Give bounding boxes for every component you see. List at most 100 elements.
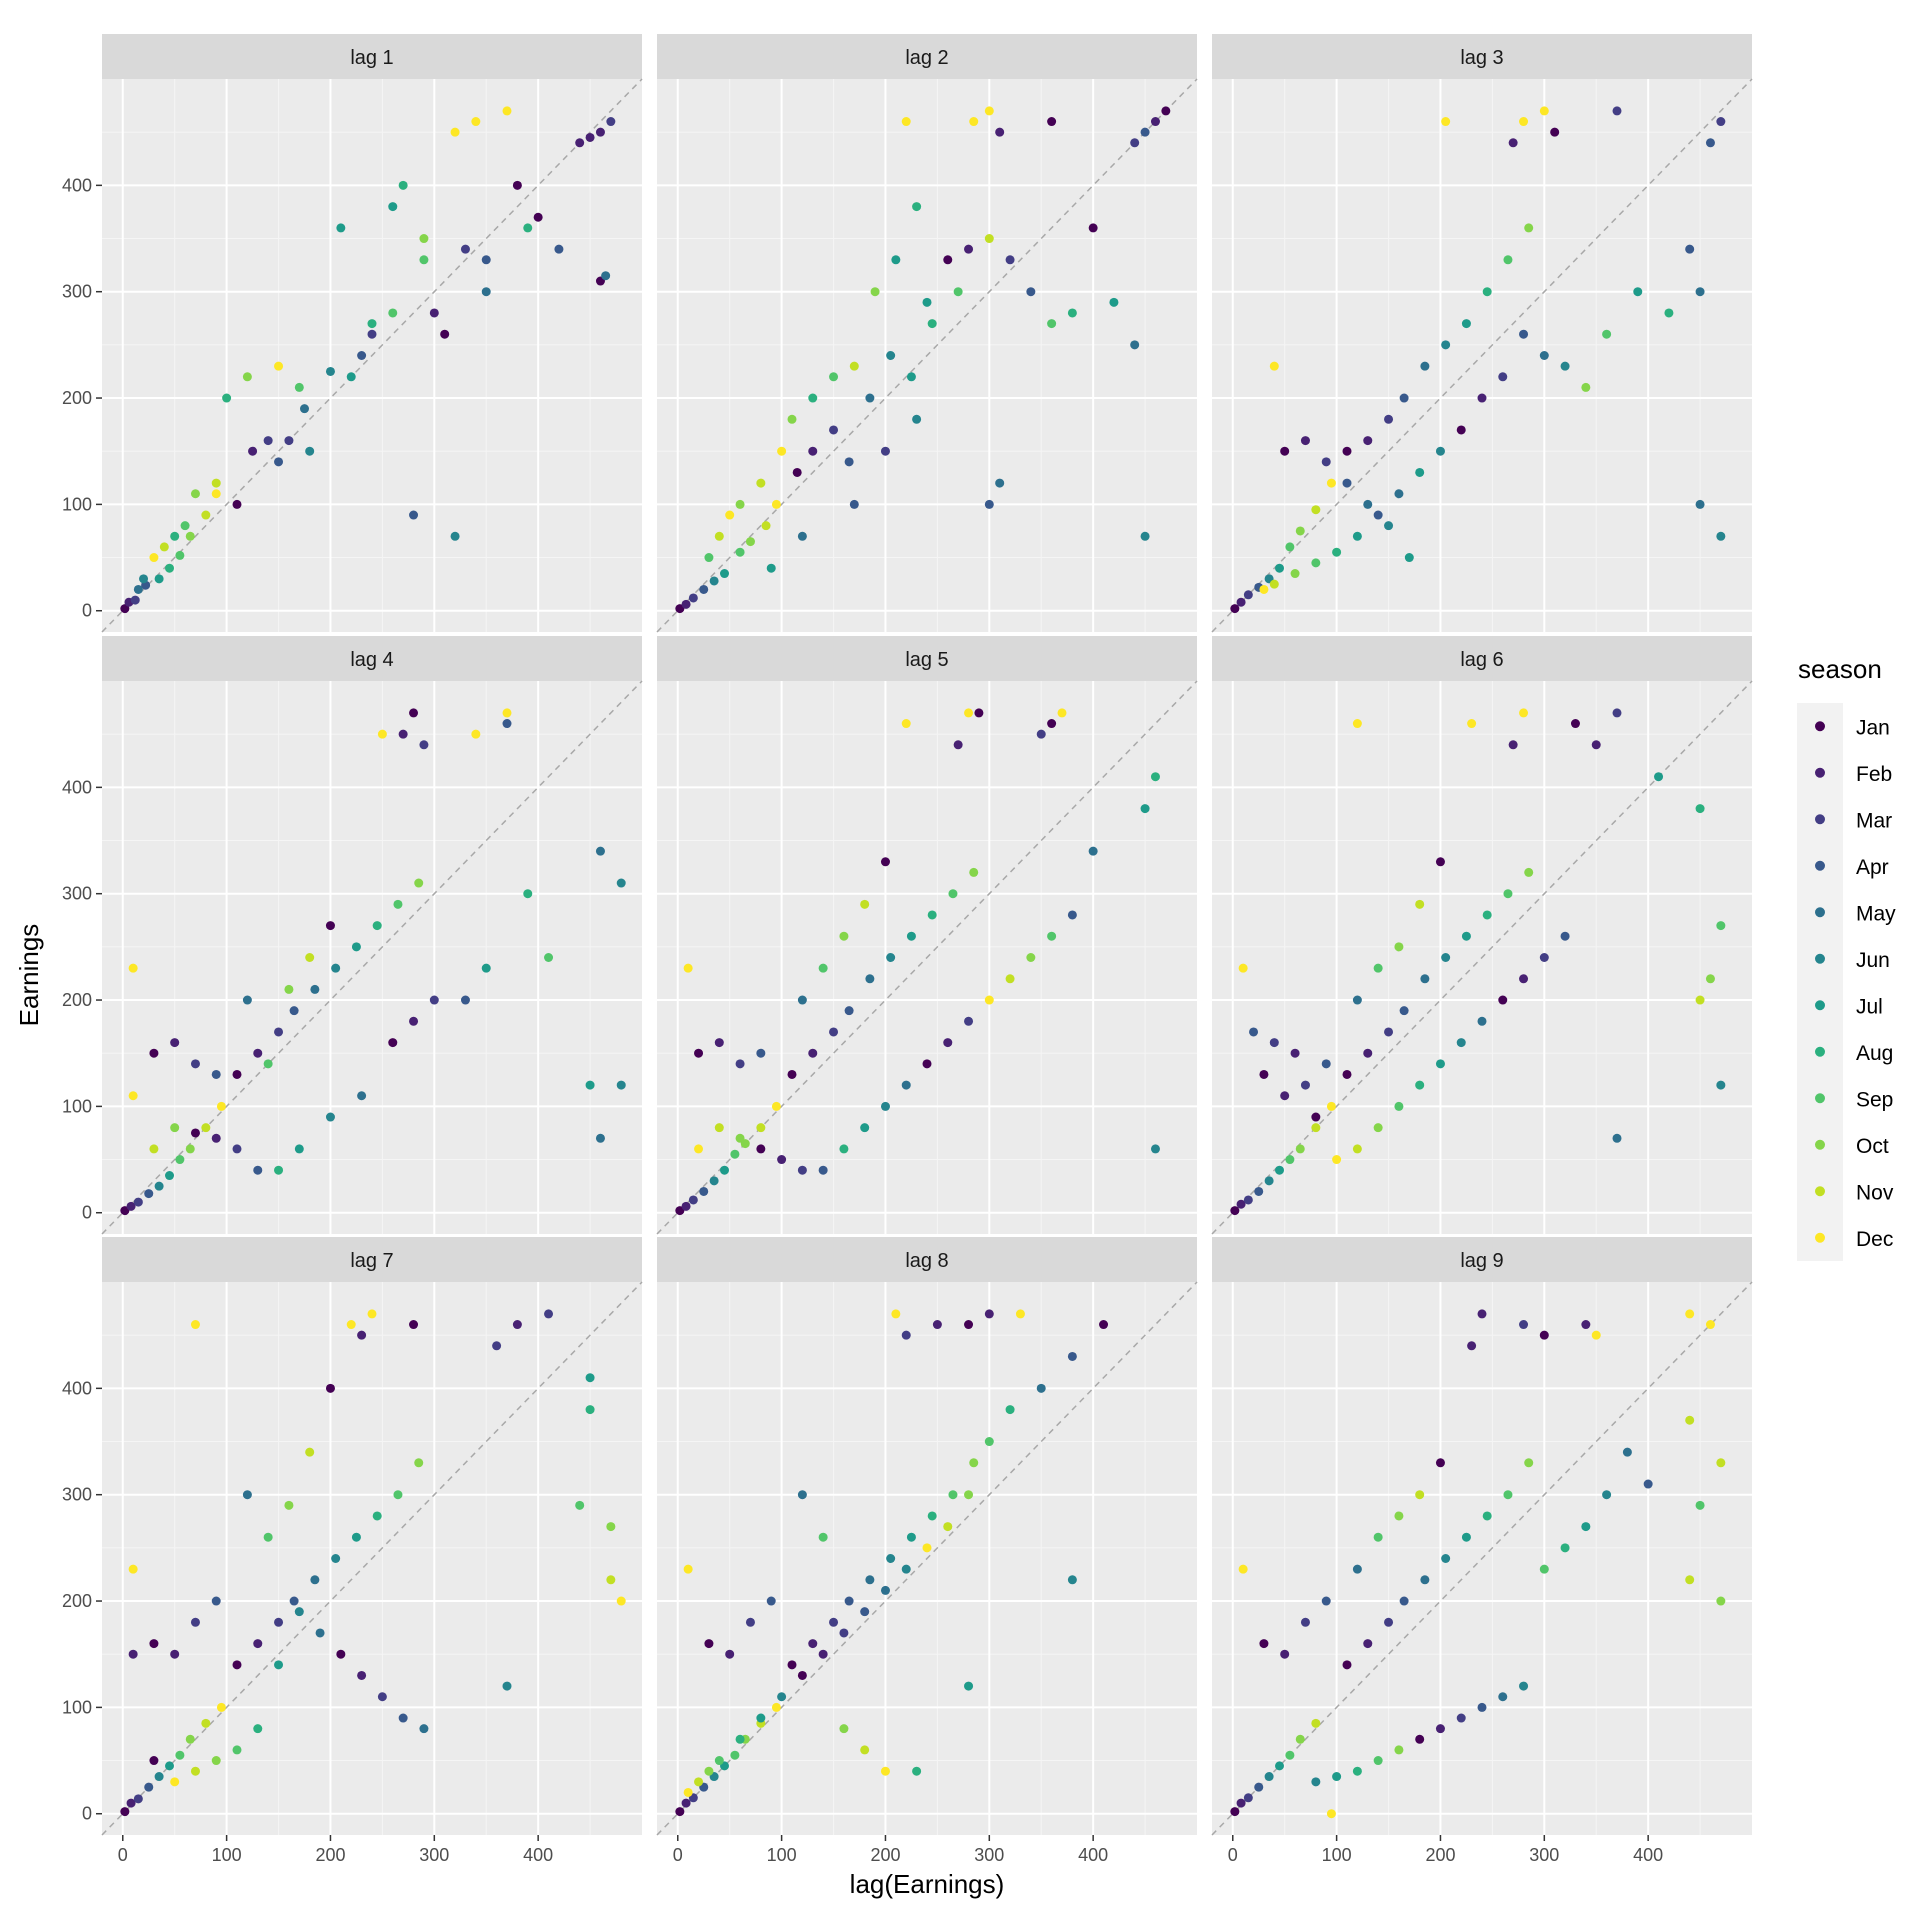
data-point xyxy=(377,1692,387,1702)
legend-key-swatch xyxy=(1815,1232,1825,1243)
data-point xyxy=(1612,106,1622,116)
data-point xyxy=(274,1027,284,1037)
data-point xyxy=(139,574,149,584)
data-point xyxy=(1643,1479,1653,1489)
data-point xyxy=(1285,542,1295,552)
data-point xyxy=(720,1165,729,1175)
data-point xyxy=(901,1330,911,1340)
data-point xyxy=(1705,974,1715,984)
data-point xyxy=(880,857,890,867)
data-point xyxy=(1664,308,1674,318)
data-point xyxy=(263,1059,273,1069)
data-point xyxy=(1332,547,1342,557)
data-point xyxy=(170,1777,180,1787)
data-point xyxy=(585,1080,595,1090)
data-point xyxy=(533,212,543,222)
data-point xyxy=(901,1564,911,1574)
data-point xyxy=(1581,382,1591,392)
data-point xyxy=(777,1155,787,1165)
data-point xyxy=(1057,708,1067,718)
data-point xyxy=(346,1320,356,1330)
data-point xyxy=(170,1649,180,1659)
data-point xyxy=(1373,1532,1383,1542)
data-point xyxy=(860,1607,870,1617)
data-point xyxy=(1602,329,1612,339)
data-point xyxy=(429,308,439,318)
data-point xyxy=(190,1617,200,1627)
data-point xyxy=(242,1490,252,1500)
data-point xyxy=(1140,531,1150,541)
data-point xyxy=(388,308,398,318)
data-point xyxy=(880,1585,890,1595)
data-point xyxy=(1435,857,1445,867)
data-point xyxy=(1591,740,1601,750)
data-point xyxy=(398,180,408,190)
identity-reference-line xyxy=(656,1281,1198,1836)
data-point xyxy=(606,1575,616,1585)
y-tick-label: 200 xyxy=(62,1591,92,1611)
data-point xyxy=(735,1059,745,1069)
data-point xyxy=(1047,931,1057,941)
data-point xyxy=(1498,1692,1508,1702)
data-point xyxy=(120,604,130,614)
data-point xyxy=(714,1123,724,1133)
data-point xyxy=(372,921,382,931)
data-point xyxy=(1275,1761,1284,1771)
data-point xyxy=(144,1782,154,1792)
legend-key-swatch xyxy=(1815,1046,1825,1057)
data-point xyxy=(393,1490,403,1500)
data-point xyxy=(1415,1734,1425,1744)
data-point xyxy=(808,393,818,403)
data-point xyxy=(351,1532,361,1542)
legend-key-label: Jul xyxy=(1856,995,1883,1018)
data-point xyxy=(886,351,896,360)
data-point xyxy=(1047,319,1057,329)
data-point xyxy=(414,1458,424,1468)
data-point xyxy=(829,425,839,435)
data-point xyxy=(492,1341,502,1351)
data-point xyxy=(948,889,958,899)
data-point xyxy=(1264,1772,1274,1782)
data-point xyxy=(1285,1155,1295,1165)
data-point xyxy=(1311,1718,1321,1728)
data-point xyxy=(1047,117,1057,127)
data-point xyxy=(969,867,979,877)
data-point xyxy=(1503,1490,1513,1500)
data-point xyxy=(984,1437,994,1447)
data-point xyxy=(844,457,854,467)
data-point xyxy=(797,1670,807,1680)
data-point xyxy=(575,1500,585,1510)
panel-strip xyxy=(1212,34,1752,79)
data-point xyxy=(953,287,963,297)
data-point xyxy=(585,132,595,142)
data-point xyxy=(756,1123,766,1133)
data-point xyxy=(844,1006,854,1016)
data-point xyxy=(964,1490,974,1500)
data-point xyxy=(984,499,994,509)
data-point xyxy=(1236,1798,1246,1808)
data-point xyxy=(1716,1080,1726,1090)
data-point xyxy=(906,372,916,382)
data-point xyxy=(211,1596,221,1606)
data-point xyxy=(325,1383,335,1393)
data-point xyxy=(1099,1320,1109,1330)
data-point xyxy=(190,1766,200,1776)
data-point xyxy=(1285,1750,1295,1760)
panel-strip-label: lag 6 xyxy=(1460,649,1503,671)
data-point xyxy=(294,1144,304,1154)
data-point xyxy=(1067,910,1077,920)
data-point xyxy=(175,1750,185,1760)
data-point xyxy=(1695,499,1705,509)
data-point xyxy=(927,910,937,920)
data-point xyxy=(1477,1016,1487,1026)
y-tick-label: 300 xyxy=(62,1485,92,1505)
data-point xyxy=(891,1309,901,1319)
data-point xyxy=(1394,942,1404,952)
data-point xyxy=(1321,1596,1331,1606)
data-point xyxy=(502,719,512,729)
legend-key-swatch xyxy=(1815,907,1825,918)
data-point xyxy=(357,1670,367,1680)
data-point xyxy=(1420,361,1430,371)
data-point xyxy=(1342,478,1352,488)
data-point xyxy=(694,1777,704,1787)
